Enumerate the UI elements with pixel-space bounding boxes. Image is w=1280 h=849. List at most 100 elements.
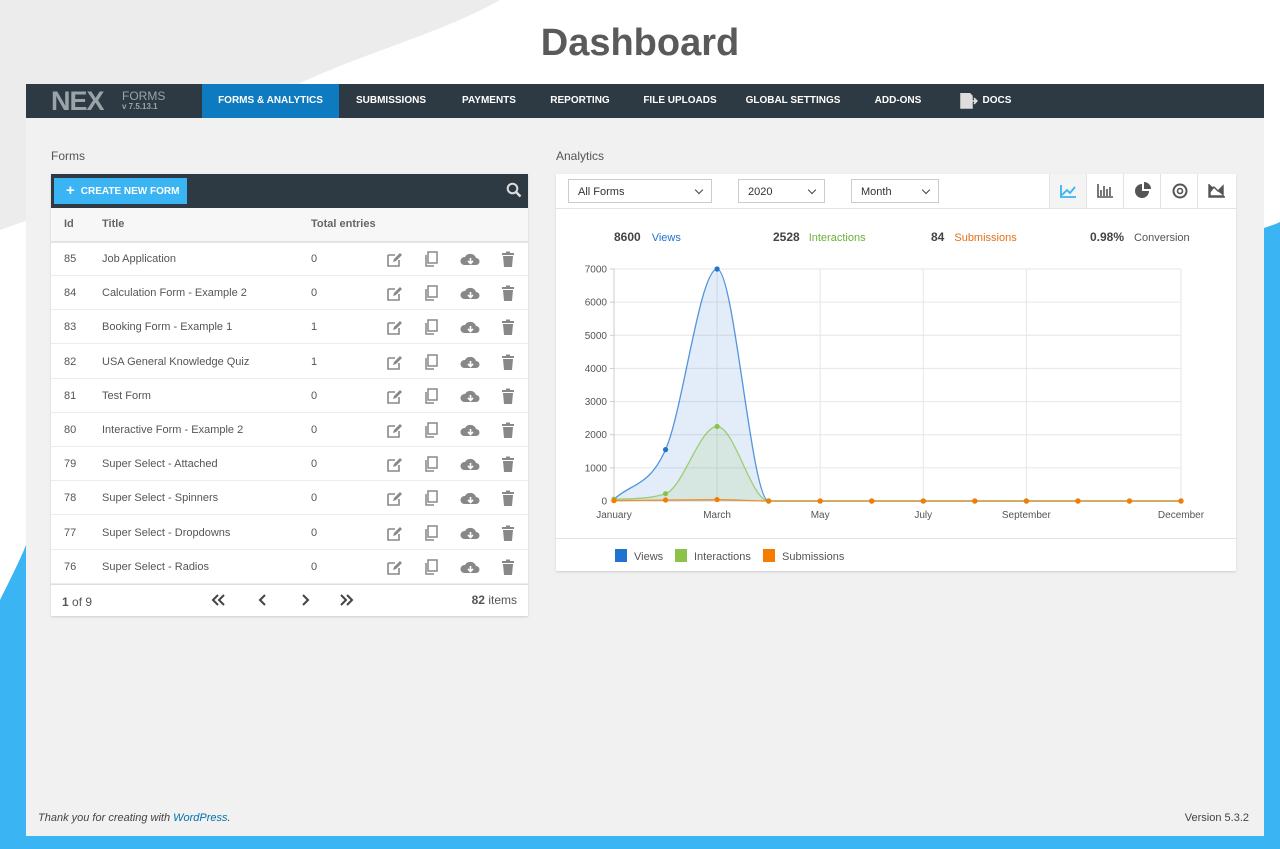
line-chart-button[interactable] [1049, 174, 1087, 208]
copy-icon[interactable] [423, 319, 443, 336]
table-row[interactable] [51, 242, 528, 276]
pager-last[interactable] [340, 594, 354, 606]
edit-icon[interactable] [386, 456, 406, 473]
edit-icon[interactable] [386, 354, 406, 371]
table-row[interactable] [51, 413, 528, 447]
nav-item[interactable]: FILE UPLOADS [643, 95, 717, 106]
copy-icon[interactable] [423, 524, 443, 542]
cell-id: 80 [64, 424, 77, 436]
copy-icon[interactable] [423, 251, 443, 268]
area-chart-button[interactable] [1197, 174, 1237, 208]
form-select[interactable]: All Forms [568, 179, 712, 203]
period-select[interactable]: Month [851, 179, 939, 203]
table-row[interactable] [51, 447, 528, 482]
bg-shape [0, 545, 26, 849]
item-count: 82 items [472, 593, 517, 607]
delete-icon[interactable] [499, 354, 519, 371]
icon-glyph [1176, 187, 1184, 195]
table-row[interactable] [51, 276, 528, 311]
export-icon[interactable] [460, 422, 480, 439]
wordpress-link[interactable]: WordPress [173, 812, 228, 824]
year-select[interactable]: 2020 [738, 179, 825, 203]
export-icon[interactable] [460, 559, 480, 576]
nav-item[interactable]: PAYMENTS [462, 95, 516, 106]
copy-icon[interactable] [423, 456, 443, 473]
edit-icon[interactable] [386, 559, 406, 576]
icon [1208, 184, 1225, 198]
table-row[interactable] [51, 379, 528, 413]
table-row[interactable] [51, 550, 528, 584]
delete-icon[interactable] [499, 251, 519, 268]
export-icon[interactable] [460, 525, 480, 542]
cell-entries: 0 [311, 253, 318, 265]
nav-item[interactable]: SUBMISSIONS [355, 95, 426, 106]
search-icon[interactable] [506, 182, 522, 198]
point [662, 447, 669, 453]
nav-item[interactable]: ADD-ONS [874, 95, 922, 106]
icon-glyph [502, 319, 514, 336]
table-row[interactable] [51, 310, 528, 345]
items-number: 82 [471, 593, 485, 607]
delete-icon[interactable] [499, 456, 519, 473]
y-tick-label: 6000 [585, 298, 608, 309]
table-row[interactable] [51, 516, 528, 550]
edit-icon[interactable] [386, 422, 406, 439]
pie-chart-button[interactable] [1123, 174, 1161, 208]
table-row[interactable] [51, 481, 528, 516]
pager-prev[interactable] [258, 594, 266, 606]
cell-id: 84 [64, 287, 77, 300]
logo[interactable]: NEX [51, 86, 105, 116]
copy-icon[interactable] [423, 490, 443, 507]
delete-icon[interactable] [499, 388, 519, 405]
icon-glyph [502, 388, 514, 404]
export-icon[interactable] [460, 285, 480, 302]
copy-icon[interactable] [423, 285, 443, 302]
export-icon[interactable] [460, 490, 480, 507]
export-icon[interactable] [460, 456, 480, 473]
delete-icon[interactable] [499, 319, 519, 336]
copy-icon[interactable] [423, 388, 443, 405]
nav-item[interactable]: DOCS [982, 95, 1012, 106]
edit-icon[interactable] [386, 251, 406, 268]
cell-id: 81 [64, 389, 77, 402]
cell-id: 76 [64, 560, 77, 573]
delete-icon[interactable] [499, 525, 519, 542]
copy-icon[interactable] [423, 353, 443, 371]
export-icon[interactable] [460, 354, 480, 371]
page-indicator: 1 of 9 [62, 595, 92, 609]
doughnut-button[interactable] [1160, 174, 1198, 208]
pager-next[interactable] [302, 594, 310, 606]
edit-icon[interactable] [386, 319, 406, 336]
edit-icon[interactable] [386, 490, 406, 507]
icon-glyph [460, 561, 480, 573]
edit-icon[interactable] [386, 285, 406, 302]
export-icon[interactable] [460, 251, 480, 268]
icon-glyph [502, 285, 514, 302]
edit-icon[interactable] [386, 388, 406, 405]
pager [211, 594, 354, 606]
delete-icon[interactable] [499, 285, 519, 302]
edit-icon[interactable] [386, 525, 406, 542]
delete-icon[interactable] [499, 422, 519, 439]
nav-item[interactable]: GLOBAL SETTINGS [745, 95, 841, 106]
export-icon[interactable] [460, 388, 480, 405]
cell-id: 85 [64, 253, 77, 265]
pager-first[interactable] [211, 594, 225, 606]
point [714, 266, 720, 272]
section-heading: Analytics [556, 149, 605, 163]
copy-icon[interactable] [423, 559, 443, 576]
icon-glyph [502, 251, 514, 267]
delete-icon[interactable] [499, 559, 519, 576]
nav-item[interactable]: REPORTING [550, 95, 610, 106]
export-icon[interactable] [460, 319, 480, 336]
create-button[interactable]: + CREATE NEW FORM [54, 178, 187, 204]
current-page: 1 [62, 595, 69, 609]
table-row[interactable] [51, 345, 528, 379]
copy-icon[interactable] [423, 422, 443, 439]
delete-icon[interactable] [499, 490, 519, 507]
icon-glyph [1097, 184, 1113, 198]
analytics-panel [556, 174, 1236, 571]
nav-item[interactable]: FORMS & ANALYTICS [202, 84, 339, 118]
bar-chart-button[interactable] [1086, 174, 1124, 208]
icon-glyph [387, 287, 402, 301]
